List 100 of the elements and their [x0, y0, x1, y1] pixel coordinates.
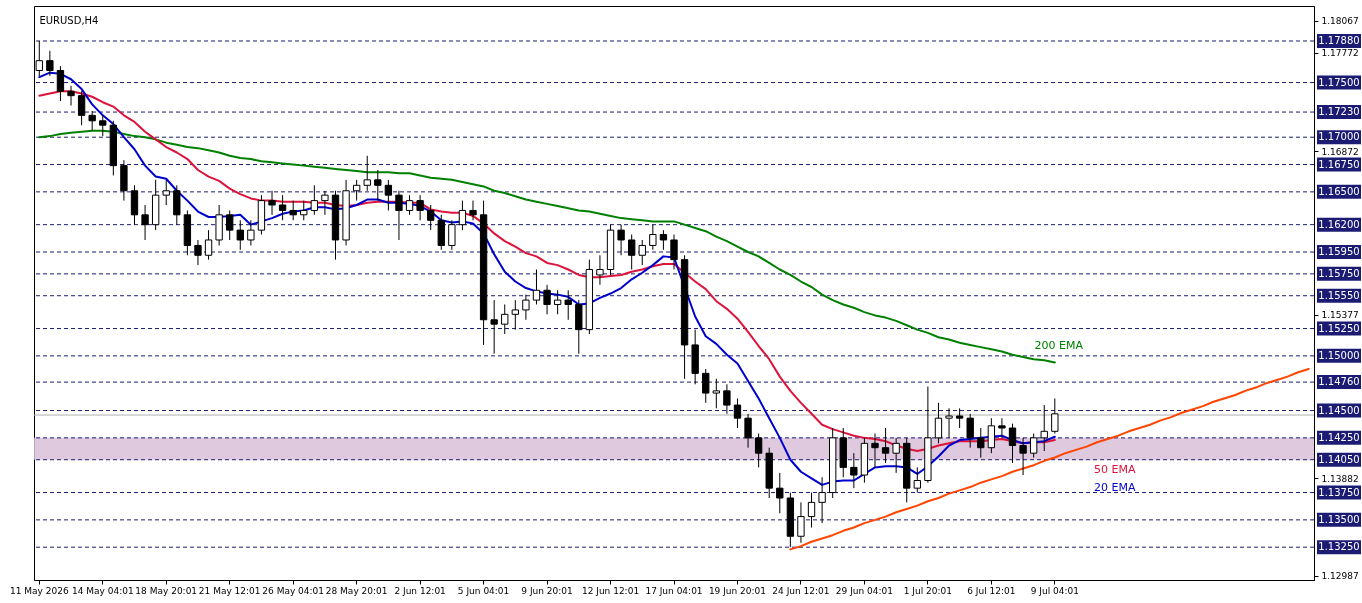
candlestick	[56, 65, 65, 102]
ref-line-label: 1.14500	[1318, 404, 1360, 416]
candlestick	[881, 427, 890, 464]
x-tick-label: 9 Jul 04:01	[1030, 585, 1079, 596]
ref-line-label: 1.14760	[1318, 376, 1360, 388]
x-tick-label: 21 May 12:01	[198, 585, 261, 596]
y-tick-label: 1.15377	[1321, 310, 1359, 321]
candlestick	[448, 219, 456, 251]
candlestick	[807, 492, 816, 529]
candlestick	[162, 179, 170, 206]
candlestick	[955, 407, 964, 429]
candlestick	[77, 90, 86, 126]
ref-line-label: 1.16500	[1318, 185, 1360, 197]
x-tick-label: 14 May 04:01	[71, 585, 134, 596]
x-tick-label: 26 May 04:01	[262, 585, 325, 596]
candlestick	[966, 413, 974, 449]
ref-line-label: 1.13250	[1318, 541, 1360, 553]
candlestick	[490, 299, 498, 355]
candlestick	[469, 200, 477, 221]
candlestick	[871, 432, 879, 468]
line-series	[789, 367, 1310, 551]
candlestick	[628, 234, 636, 270]
ref-line-label: 1.14250	[1318, 431, 1360, 443]
ref-line-label: 1.15000	[1318, 349, 1360, 361]
candlestick	[913, 466, 921, 494]
candlestick	[268, 190, 276, 216]
candlestick	[141, 204, 149, 241]
candlestick	[553, 289, 562, 315]
candlestick	[204, 229, 213, 261]
y-tick-label: 1.13882	[1321, 473, 1359, 484]
text: 20 EMA	[1094, 480, 1137, 494]
candlestick	[733, 398, 742, 429]
y-tick-label: 1.16872	[1321, 146, 1359, 157]
candlestick	[363, 155, 371, 192]
candlestick	[596, 254, 604, 286]
ref-line-label: 1.15950	[1318, 246, 1360, 257]
candlestick	[1008, 423, 1017, 464]
candlestick	[987, 417, 996, 454]
x-tick-label: 28 May 20:01	[325, 585, 388, 596]
x-tick-label: 1 Jul 20:01	[903, 585, 953, 596]
candlestick	[744, 413, 752, 449]
ref-line-label: 1.17000	[1318, 131, 1360, 143]
candlestick	[416, 194, 424, 221]
candlestick	[818, 476, 826, 524]
candlestick	[1019, 437, 1027, 476]
x-tick-label: 5 Jun 04:01	[457, 585, 510, 596]
candlestick	[395, 190, 403, 241]
candlestick	[1030, 432, 1038, 459]
x-tick-label: 12 Jun 12:01	[581, 585, 640, 596]
candlestick	[88, 110, 96, 132]
ref-line-label: 1.16200	[1318, 218, 1360, 230]
candlestick	[1040, 404, 1048, 452]
candlestick	[99, 114, 107, 137]
candlestick	[300, 200, 308, 221]
candlestick	[321, 190, 329, 216]
y-tick-label: 1.17772	[1321, 48, 1359, 59]
y-tick-label: 1.18067	[1321, 16, 1359, 27]
candlestick	[236, 219, 244, 251]
candlestick	[226, 209, 234, 241]
ref-line-label: 1.13750	[1318, 486, 1360, 498]
candlestick	[310, 184, 318, 216]
line-series	[38, 129, 1056, 364]
candlestick	[374, 169, 382, 202]
text: 50 EMA	[1094, 463, 1137, 477]
candlestick	[617, 224, 625, 256]
candlestick	[776, 472, 784, 514]
candlestick	[543, 284, 551, 315]
candlestick	[405, 194, 414, 216]
candlestick	[384, 179, 393, 211]
ref-line-label: 1.13500	[1318, 513, 1360, 525]
candlestick	[934, 402, 943, 444]
ref-line-label: 1.17880	[1318, 34, 1360, 46]
x-tick-label: 29 Jun 04:01	[835, 585, 894, 596]
candlestick	[723, 383, 731, 415]
ref-line-label: 1.16750	[1318, 158, 1360, 170]
x-tick-label: 2 Jun 12:01	[394, 585, 446, 596]
candlestick	[850, 452, 858, 489]
ref-line-label: 1.17230	[1318, 106, 1360, 118]
x-tick-label: 24 Jun 12:01	[772, 585, 830, 596]
candlestick	[46, 50, 54, 77]
x-tick-label: 17 Jun 04:01	[645, 585, 703, 596]
candlestick	[945, 407, 953, 439]
candlestick	[427, 204, 435, 231]
y-tick-label: 1.12987	[1321, 571, 1359, 582]
candlestick	[702, 368, 710, 404]
candlestick	[712, 378, 720, 409]
ref-line-label: 1.15550	[1318, 289, 1360, 301]
candlestick	[892, 437, 900, 474]
ref-line-label: 1.15750	[1318, 267, 1360, 279]
candlestick	[511, 299, 519, 331]
text: EURUSD,H4	[39, 15, 99, 26]
x-tick-label: 6 Jul 12:01	[967, 585, 1016, 596]
series-label: 200 EMA	[1034, 339, 1084, 353]
candlestick	[289, 200, 297, 221]
ref-line-label: 1.14050	[1318, 453, 1360, 465]
candlestick	[1051, 398, 1059, 434]
candlestick	[797, 501, 805, 544]
candlestick	[564, 289, 572, 321]
x-tick-label: 19 Jun 20:01	[708, 585, 767, 596]
candlestick	[278, 194, 287, 221]
